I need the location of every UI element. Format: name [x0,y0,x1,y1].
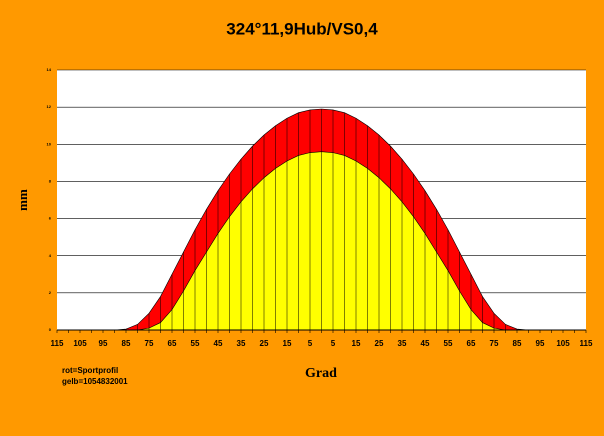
x-tick-label: 35 [398,339,407,348]
x-tick-label: 5 [331,339,336,348]
chart-title: 324°11,9Hub/VS0,4 [226,19,378,38]
x-tick-label: 55 [444,339,453,348]
x-tick-label: 115 [51,339,64,348]
x-tick-label: 75 [145,339,154,348]
legend-entry: gelb=1054832001 [62,377,128,386]
x-tick-label: 95 [536,339,545,348]
y-tick-label: 6 [49,216,52,221]
x-tick-label: 65 [168,339,177,348]
x-tick-label: 25 [375,339,384,348]
y-tick-label: 2 [49,290,52,295]
x-tick-label: 45 [421,339,430,348]
x-tick-label: 25 [260,339,269,348]
x-tick-label: 115 [580,339,593,348]
x-tick-label: 85 [122,339,131,348]
y-tick-label: 10 [47,141,52,146]
x-tick-label: 35 [237,339,246,348]
x-tick-label: 95 [99,339,108,348]
x-tick-label: 85 [513,339,522,348]
x-tick-label: 5 [308,339,313,348]
x-axis-label: Grad [305,366,337,381]
x-tick-label: 65 [467,339,476,348]
y-tick-label: 12 [47,104,52,109]
x-tick-label: 75 [490,339,499,348]
x-tick-label: 15 [283,339,292,348]
x-tick-label: 15 [352,339,361,348]
y-tick-label: 8 [49,178,52,183]
x-tick-label: 45 [214,339,223,348]
y-tick-label: 4 [49,253,52,258]
y-tick-label: 14 [47,67,52,72]
x-tick-label: 55 [191,339,200,348]
legend-entry: rot=Sportprofil [62,366,118,375]
x-tick-label: 105 [556,339,570,348]
y-axis-label: mm [15,189,30,211]
y-tick-label: 0 [49,327,52,332]
x-tick-label: 105 [73,339,87,348]
